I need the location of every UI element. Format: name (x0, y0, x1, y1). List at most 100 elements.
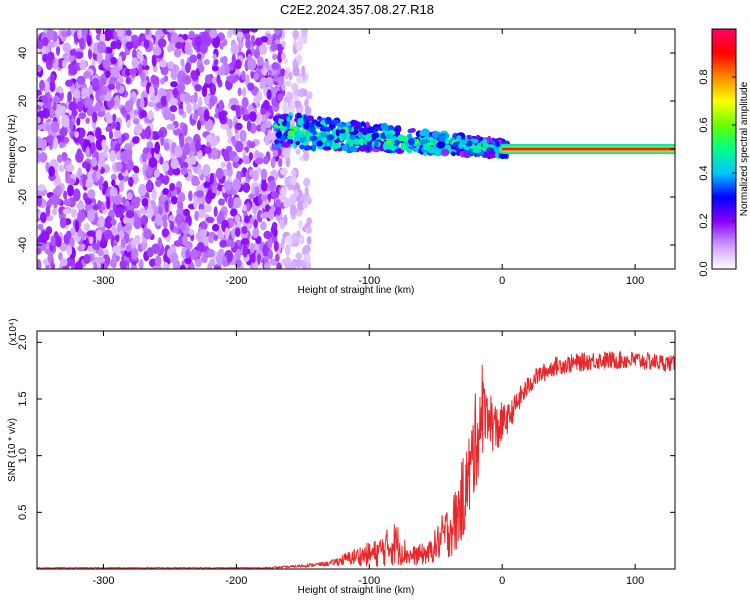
heatmap-cell (262, 76, 267, 89)
heatmap-cell (76, 202, 85, 210)
heatmap-cell (121, 196, 127, 205)
heatmap-cell (272, 149, 279, 157)
heatmap-cell (67, 91, 73, 103)
heatmap-cell (374, 139, 379, 148)
heatmap-cell (62, 59, 67, 69)
heatmap-cell (59, 242, 68, 252)
spectrogram-x-axis: -300 -200 -100 0 100 (92, 29, 644, 287)
heatmap-cell (41, 94, 48, 104)
heatmap-cell (180, 92, 185, 103)
heatmap-cell (85, 97, 94, 107)
heatmap-cell (133, 166, 140, 174)
heatmap-cell (222, 255, 228, 268)
heatmap-cell (301, 29, 308, 37)
heatmap-cell (69, 53, 74, 63)
heatmap-cell (253, 219, 259, 229)
figure-title: C2E2.2024.357.08.27.R18 (280, 2, 434, 17)
heatmap-cell (108, 130, 114, 140)
heatmap-cell (163, 108, 171, 121)
heatmap-cell (46, 29, 55, 41)
heatmap-cell (408, 137, 415, 146)
heatmap-cell (299, 155, 305, 162)
heatmap-cell (96, 52, 103, 64)
heatmap-cell (166, 29, 176, 33)
heatmap-cell (204, 118, 214, 132)
heatmap-cell (185, 249, 191, 259)
heatmap-cell (101, 86, 108, 96)
heatmap-cell (264, 33, 273, 46)
heatmap-cell (95, 127, 102, 140)
heatmap-cell (105, 125, 113, 133)
heatmap-cell (169, 252, 179, 264)
heatmap-cell (172, 167, 181, 176)
heatmap-cell (78, 112, 87, 120)
heatmap-cell (270, 205, 276, 213)
heatmap-cell (188, 229, 195, 236)
heatmap-cell (306, 260, 312, 269)
heatmap-cell (205, 216, 215, 224)
heatmap-cell (203, 58, 211, 66)
heatmap-cell (126, 159, 134, 171)
heatmap-cell (280, 238, 286, 245)
heatmap-cell (114, 95, 120, 107)
heatmap-cell (242, 182, 251, 193)
heatmap-cell (115, 39, 122, 50)
heatmap-cell (355, 121, 360, 129)
heatmap-cell (419, 131, 427, 137)
heatmap-cell (262, 211, 270, 219)
heatmap-cell (85, 117, 90, 124)
heatmap-cell (163, 75, 169, 83)
heatmap-cell (37, 64, 42, 73)
heatmap-cell (226, 161, 232, 171)
heatmap-cell (183, 92, 192, 103)
heatmap-cell (180, 167, 188, 176)
heatmap-cell (297, 117, 304, 126)
heatmap-cell (147, 110, 154, 120)
heatmap-cell (291, 232, 299, 244)
heatmap-cell (197, 167, 203, 176)
heatmap-cell (45, 123, 51, 132)
heatmap-cell (177, 191, 186, 203)
heatmap-cell (258, 43, 268, 55)
heatmap-cell (37, 184, 46, 192)
snr-x-axis-title: Height of straight line (km) (298, 585, 415, 596)
heatmap-cell (39, 79, 45, 91)
heatmap-cell (154, 141, 161, 155)
heatmap-cell (101, 139, 107, 150)
heatmap-cell (125, 210, 135, 219)
heatmap-cell (48, 166, 55, 177)
heatmap-cell (235, 105, 241, 118)
heatmap-cell (52, 101, 57, 111)
heatmap-cell (263, 262, 271, 269)
heatmap-cell (95, 29, 102, 35)
heatmap-cell (92, 111, 98, 124)
snr-x-tick-label: -100 (358, 575, 380, 587)
heatmap-cell (125, 76, 131, 85)
heatmap-cell (222, 55, 228, 65)
heatmap-cell (87, 209, 96, 223)
heatmap-cell (224, 227, 230, 240)
heatmap-cell (76, 117, 81, 126)
heatmap-cell (141, 197, 149, 207)
heatmap-cell (77, 227, 83, 237)
heatmap-cell (201, 85, 208, 98)
heatmap-cell (204, 74, 212, 85)
heatmap-cell (103, 229, 113, 240)
heatmap-cell (182, 74, 192, 85)
spectrogram-y-axis-title: Frequency (Hz) (7, 115, 18, 184)
heatmap-cell (210, 147, 218, 160)
heatmap-cell (252, 227, 259, 239)
colorbar-tick-label: 0.4 (698, 165, 710, 180)
heatmap-cell (299, 136, 307, 144)
heatmap-cell (92, 203, 99, 211)
heatmap-cell (230, 240, 236, 248)
heatmap-cell (380, 122, 389, 131)
heatmap-cell (125, 29, 132, 36)
heatmap-cell (70, 226, 76, 237)
heatmap-cell (185, 62, 191, 74)
heatmap-cell (105, 70, 111, 78)
heatmap-cell (102, 59, 111, 70)
heatmap-cell (134, 124, 143, 135)
heatmap-cell (284, 262, 293, 269)
heatmap-cell (76, 75, 86, 85)
